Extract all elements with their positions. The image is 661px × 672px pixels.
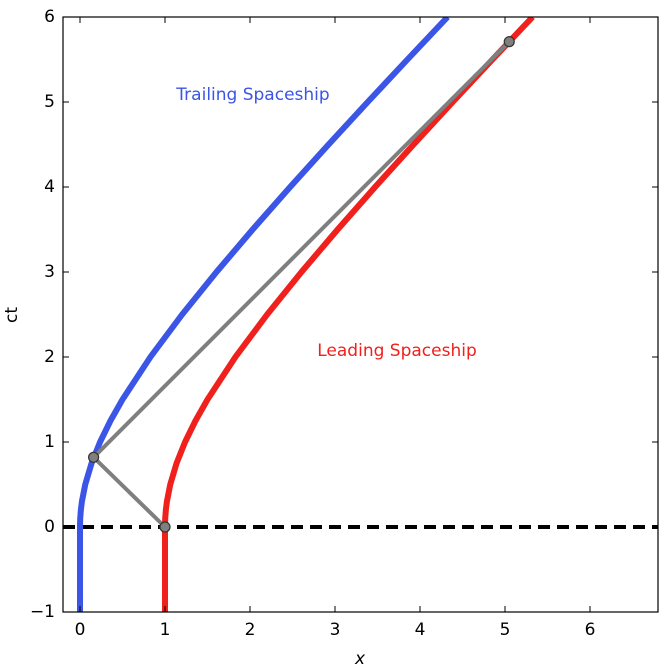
y-tick-label: 2 <box>44 347 55 367</box>
point-marker <box>159 521 171 533</box>
series-line <box>91 40 511 529</box>
series-label: Trailing Spaceship <box>175 85 329 105</box>
x-tick-label: 5 <box>500 620 511 640</box>
y-axis-label: ct <box>2 307 22 323</box>
x-tick-label: 1 <box>160 620 171 640</box>
y-tick-label: 5 <box>44 92 55 112</box>
point-marker <box>87 451 100 463</box>
series-line <box>77 17 450 612</box>
x-tick-label: 2 <box>245 620 256 640</box>
plot-area <box>63 17 658 612</box>
x-tick-label: 6 <box>585 620 596 640</box>
series-label: Leading Spaceship <box>317 341 476 361</box>
x-tick-label: 3 <box>330 620 341 640</box>
x-tick-label: 4 <box>415 620 426 640</box>
series-line <box>162 17 535 612</box>
y-tick-label: 4 <box>44 177 55 197</box>
y-tick-label: 6 <box>44 7 55 27</box>
y-tick-label: 3 <box>44 262 55 282</box>
point-marker <box>503 36 515 48</box>
y-tick-label: −1 <box>30 602 55 622</box>
x-axis-label: x <box>354 649 366 669</box>
plot-frame <box>62 16 659 613</box>
y-tick-label: 0 <box>44 517 55 537</box>
x-tick-label: 0 <box>75 620 86 640</box>
y-tick-label: 1 <box>44 432 55 452</box>
